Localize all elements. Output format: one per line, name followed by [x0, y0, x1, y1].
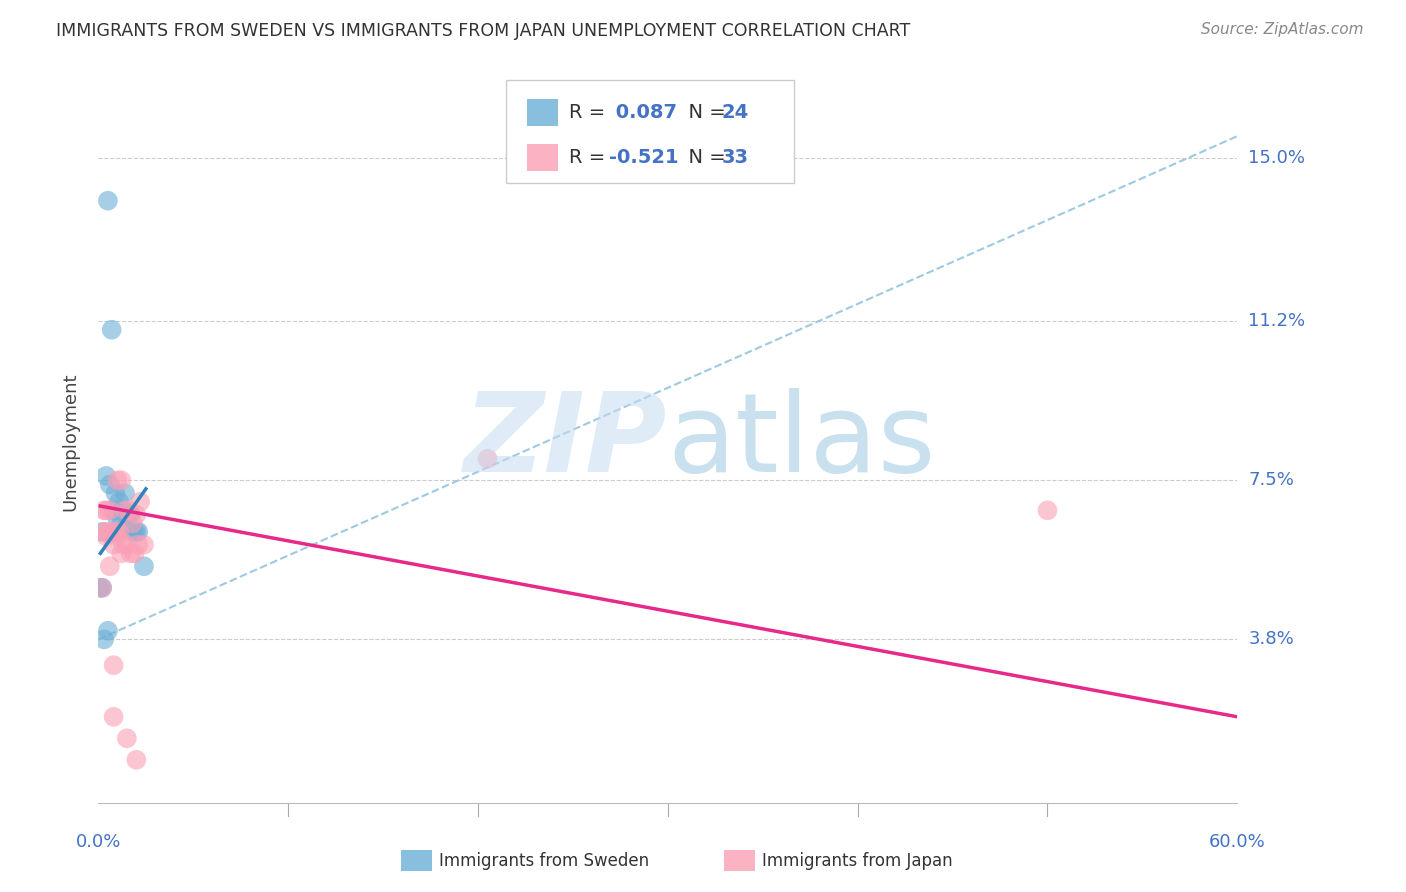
Point [103, 658, 125, 673]
Text: R =: R = [569, 103, 612, 122]
Point [125, 524, 148, 539]
Point [93, 503, 115, 517]
Text: -0.521: -0.521 [609, 148, 679, 168]
Text: Immigrants from Sweden: Immigrants from Sweden [439, 852, 648, 870]
Point [107, 473, 129, 487]
Point [115, 731, 138, 746]
Text: atlas: atlas [668, 388, 936, 495]
Point [103, 538, 125, 552]
Point [97, 524, 120, 539]
Text: 0.0%: 0.0% [76, 833, 121, 851]
Text: 7.5%: 7.5% [1249, 471, 1295, 489]
Text: 11.2%: 11.2% [1249, 312, 1306, 330]
Point [107, 512, 129, 526]
Point [91, 581, 114, 595]
Point [100, 524, 122, 539]
Point [91, 581, 114, 595]
Point [110, 473, 132, 487]
Point [129, 494, 152, 508]
Text: Immigrants from Japan: Immigrants from Japan [762, 852, 953, 870]
Text: 15.0%: 15.0% [1249, 149, 1305, 167]
Point [127, 524, 149, 539]
Point [118, 508, 141, 522]
Point [132, 559, 155, 574]
Text: N =: N = [676, 103, 733, 122]
Y-axis label: Unemployment: Unemployment [62, 372, 80, 511]
Text: R =: R = [569, 148, 612, 168]
Point [120, 546, 142, 560]
Point [94, 469, 117, 483]
Point [110, 516, 132, 531]
Point [98, 559, 121, 574]
Point [108, 524, 131, 539]
Point [107, 529, 129, 543]
Point [127, 538, 149, 552]
Text: ZIP: ZIP [464, 388, 668, 495]
Point [132, 538, 155, 552]
Text: N =: N = [676, 148, 733, 168]
Point [125, 508, 148, 522]
Point [114, 503, 136, 517]
Point [124, 524, 146, 539]
Point [93, 524, 115, 539]
Text: 24: 24 [721, 103, 748, 122]
Point [115, 538, 138, 552]
Text: 60.0%: 60.0% [1209, 833, 1265, 851]
Point [100, 323, 122, 337]
Point [110, 546, 132, 560]
Point [97, 624, 120, 638]
Point [125, 753, 148, 767]
Point [121, 524, 143, 539]
Point [477, 451, 499, 466]
Text: 3.8%: 3.8% [1249, 631, 1294, 648]
Point [1036, 503, 1059, 517]
Point [93, 632, 115, 647]
Text: Source: ZipAtlas.com: Source: ZipAtlas.com [1201, 22, 1364, 37]
Point [112, 503, 135, 517]
Point [104, 524, 127, 539]
Point [97, 194, 120, 208]
Point [94, 503, 117, 517]
Point [98, 503, 121, 517]
Point [120, 508, 142, 522]
Text: 33: 33 [721, 148, 748, 168]
Text: 0.087: 0.087 [609, 103, 676, 122]
Point [89, 581, 111, 595]
Point [94, 529, 117, 543]
Point [124, 546, 146, 560]
Point [115, 508, 138, 522]
Point [121, 516, 143, 531]
Point [118, 503, 141, 517]
Point [91, 524, 114, 539]
Point [108, 494, 131, 508]
Point [103, 710, 125, 724]
Point [104, 486, 127, 500]
Point [98, 477, 121, 491]
Point [114, 486, 136, 500]
Point [103, 503, 125, 517]
Point [112, 538, 135, 552]
Text: IMMIGRANTS FROM SWEDEN VS IMMIGRANTS FROM JAPAN UNEMPLOYMENT CORRELATION CHART: IMMIGRANTS FROM SWEDEN VS IMMIGRANTS FRO… [56, 22, 911, 40]
